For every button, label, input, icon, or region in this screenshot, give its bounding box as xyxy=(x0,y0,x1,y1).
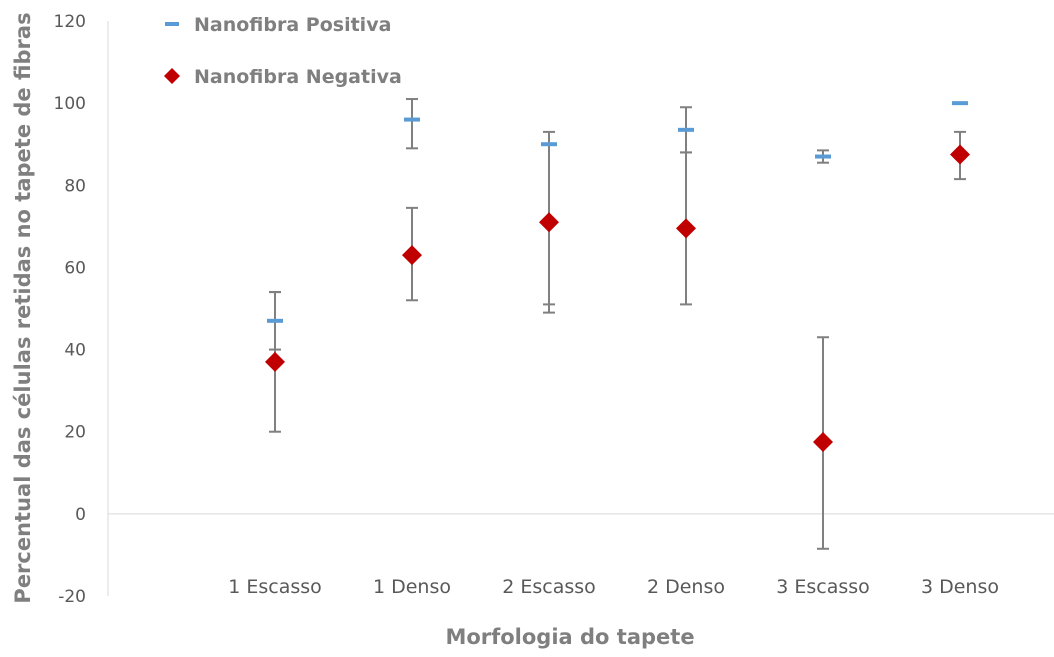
negative-marker xyxy=(813,431,833,452)
negative-marker xyxy=(402,245,422,266)
x-category-label: 3 Denso xyxy=(921,576,999,598)
negative-marker xyxy=(265,351,285,372)
x-category-label: 2 Escasso xyxy=(502,576,596,598)
x-category-label: 1 Denso xyxy=(373,576,451,598)
y-axis-title: Percentual das células retidas no tapete… xyxy=(11,12,35,603)
y-tick-label: 60 xyxy=(64,258,86,278)
negative-marker xyxy=(676,218,696,239)
y-tick-label: 80 xyxy=(64,176,86,196)
x-category-label: 1 Escasso xyxy=(228,576,322,598)
positive-marker xyxy=(267,318,283,323)
legend-marker-negative xyxy=(164,68,180,84)
y-tick-label: -20 xyxy=(58,587,86,607)
legend-label: Nanofibra Negativa xyxy=(194,66,402,88)
negative-marker xyxy=(950,144,970,165)
y-tick-label: 120 xyxy=(54,12,86,32)
positive-marker xyxy=(678,127,694,132)
y-tick-label: 100 xyxy=(54,94,86,114)
y-tick-label: 0 xyxy=(75,505,86,525)
positive-marker xyxy=(952,101,968,106)
y-tick-label: 40 xyxy=(64,341,86,361)
positive-marker xyxy=(815,154,831,159)
x-category-label: 3 Escasso xyxy=(776,576,870,598)
positive-marker xyxy=(541,142,557,147)
x-axis-title: Morfologia do tapete xyxy=(445,625,694,649)
y-tick-label: 20 xyxy=(64,423,86,443)
negative-marker xyxy=(539,212,559,233)
x-category-label: 2 Denso xyxy=(647,576,725,598)
positive-marker xyxy=(404,117,420,122)
legend-label: Nanofibra Positiva xyxy=(194,14,391,36)
legend-marker-positive xyxy=(165,22,179,26)
